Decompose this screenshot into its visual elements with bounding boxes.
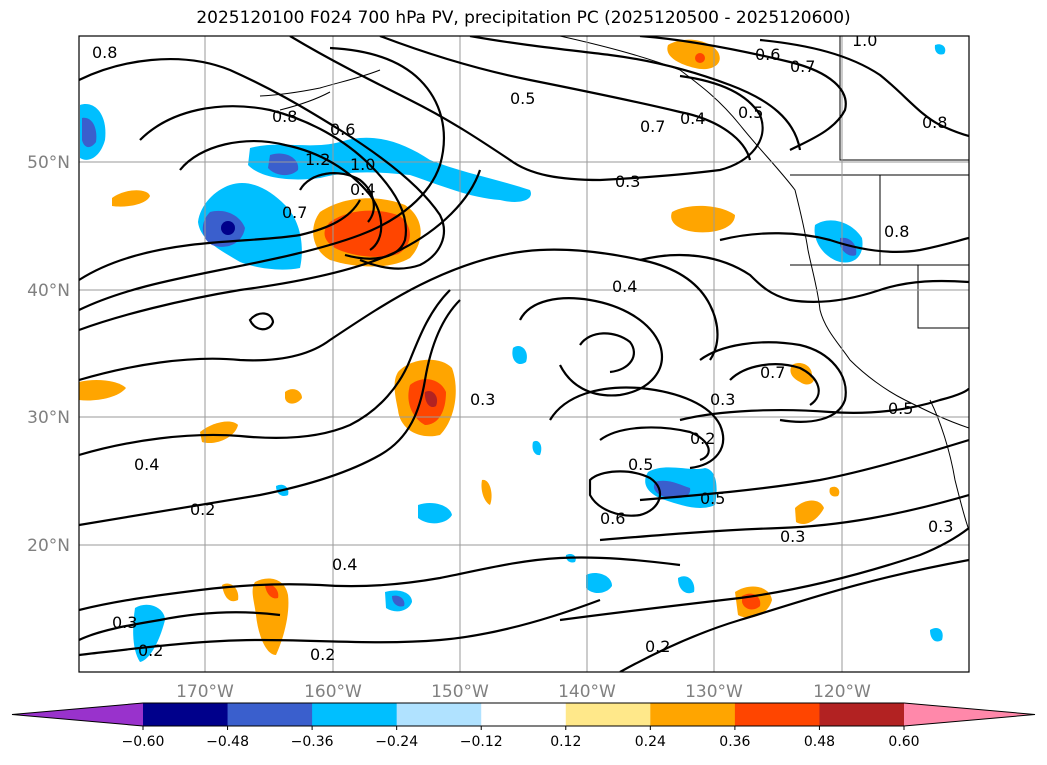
colorbar-swatch: [481, 703, 567, 726]
contour-label: 0.3: [710, 390, 735, 409]
contour-label: 0.6: [755, 45, 780, 64]
contour-label: 1.2: [305, 150, 330, 169]
contour-label: 0.5: [700, 489, 725, 508]
contour-label: 0.8: [922, 113, 947, 132]
colorbar-swatch: [565, 703, 651, 726]
map-frame: [78, 35, 970, 673]
contour-label: 0.8: [272, 107, 297, 126]
colorbar-swatch: [143, 703, 229, 726]
contour-label: 0.6: [330, 120, 355, 139]
contour-label: 0.5: [628, 455, 653, 474]
gridlines: [79, 36, 969, 672]
contour-label: 0.5: [510, 89, 535, 108]
contour-label: 0.8: [884, 222, 909, 241]
lat-tick-label: 50°N: [27, 153, 70, 173]
lat-tick-labels: 50°N 40°N 30°N 20°N: [27, 153, 70, 556]
contour-label: 0.2: [310, 645, 335, 664]
lon-tick-labels: 170°W 160°W 150°W 140°W 130°W 120°W: [176, 682, 871, 702]
pv-contours: [79, 36, 969, 672]
colorbar-tick-label: −0.12: [460, 734, 503, 750]
contour-label: 0.7: [760, 363, 785, 382]
contour-label: 0.2: [690, 429, 715, 448]
lat-tick-label: 40°N: [27, 281, 70, 301]
colorbar-swatch: [819, 703, 905, 726]
contour-label: 0.4: [332, 555, 357, 574]
contour-label: 0.3: [780, 527, 805, 546]
lon-tick-label: 160°W: [304, 682, 362, 702]
lon-tick-label: 140°W: [558, 682, 616, 702]
contour-label: 0.3: [615, 172, 640, 191]
contour-label: 0.3: [928, 517, 953, 536]
colorbar-extend-low: [12, 703, 143, 726]
colorbar-swatch: [396, 703, 482, 726]
contour-label: 0.4: [350, 180, 375, 199]
contour-label: 0.7: [282, 203, 307, 222]
colorbar-tick-label: −0.48: [206, 734, 249, 750]
contour-label: 0.2: [138, 641, 163, 660]
colorbar-tick-label: 0.24: [635, 734, 666, 750]
contour-label: 0.2: [645, 637, 670, 656]
contour-label: 0.2: [190, 500, 215, 519]
colorbar-tick-label: 0.12: [550, 734, 581, 750]
lat-tick-label: 20°N: [27, 536, 70, 556]
contour-label: 0.7: [790, 57, 815, 76]
contour-label: 0.3: [470, 390, 495, 409]
contour-label: 1.0: [350, 155, 375, 174]
contour-label: 0.5: [738, 103, 763, 122]
contour-label: 0.7: [640, 117, 665, 136]
contour-label: 0.5: [888, 399, 913, 418]
contour-label: 0.8: [92, 43, 117, 62]
colorbar-extend-high: [904, 703, 1035, 726]
contour-label: 0.4: [134, 455, 159, 474]
colorbar-tick-label: −0.60: [122, 734, 165, 750]
contour-label: 0.4: [612, 277, 637, 296]
lon-tick-label: 130°W: [685, 682, 743, 702]
figure-title: 2025120100 F024 700 hPa PV, precipitatio…: [196, 8, 851, 28]
lon-tick-label: 150°W: [431, 682, 489, 702]
lat-tick-label: 30°N: [27, 408, 70, 428]
colorbar-tick-label: −0.24: [375, 734, 418, 750]
colorbar-swatch: [312, 703, 398, 726]
colorbar-tick-label: 0.48: [804, 734, 835, 750]
colorbar: −0.60 −0.48 −0.36 −0.24 −0.12 0.12 0.24 0.36 0.4…: [11, 702, 1036, 750]
contour-label: 0.6: [600, 509, 625, 528]
contour-label: 0.4: [680, 109, 705, 128]
colorbar-tick-label: −0.36: [291, 734, 334, 750]
colorbar-swatch: [734, 703, 820, 726]
lon-tick-label: 170°W: [176, 682, 234, 702]
colorbar-tick-label: 0.36: [719, 734, 750, 750]
contour-labels: 0.8 0.8 0.6 1.2 1.0 0.7 0.4 0.5 0.6 0.7 …: [92, 31, 953, 664]
colorbar-swatch: [227, 703, 313, 726]
contour-label: 0.3: [112, 613, 137, 632]
lon-tick-label: 120°W: [813, 682, 871, 702]
colorbar-tick-label: 0.60: [888, 734, 919, 750]
colorbar-swatch: [650, 703, 736, 726]
contour-label: 1.0: [852, 31, 877, 50]
